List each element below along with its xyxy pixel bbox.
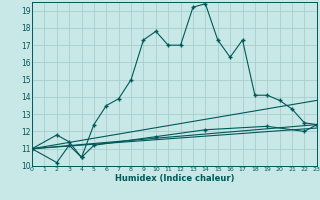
X-axis label: Humidex (Indice chaleur): Humidex (Indice chaleur) [115,174,234,183]
